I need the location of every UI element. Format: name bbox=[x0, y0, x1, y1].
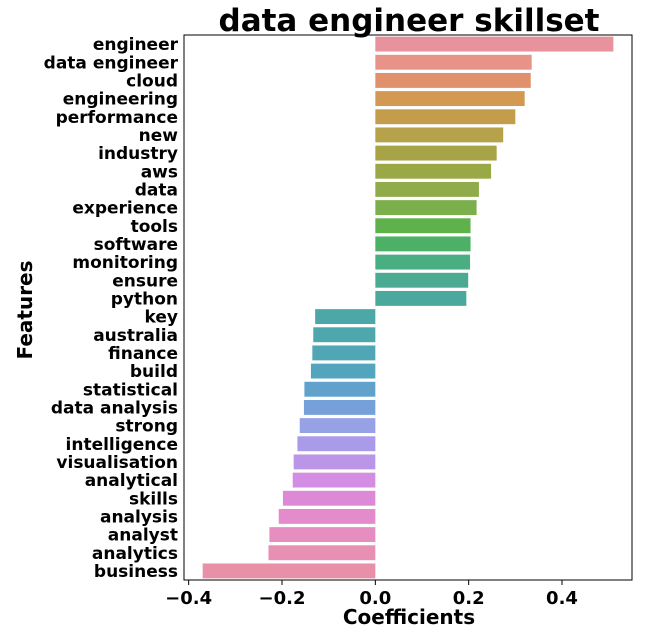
category-label: data engineer bbox=[44, 53, 179, 73]
bar bbox=[375, 272, 469, 288]
category-label: data analysis bbox=[51, 398, 178, 418]
category-label: finance bbox=[108, 344, 178, 364]
bar bbox=[299, 418, 376, 434]
category-label: industry bbox=[98, 144, 178, 164]
bar bbox=[310, 363, 376, 379]
plot-frame bbox=[183, 34, 633, 581]
category-label: ensure bbox=[112, 271, 178, 291]
category-label: performance bbox=[56, 108, 178, 128]
bar bbox=[375, 218, 471, 234]
bar bbox=[268, 545, 376, 561]
category-label: key bbox=[145, 308, 178, 328]
category-label: software bbox=[94, 235, 178, 255]
category-label: analytics bbox=[92, 544, 178, 564]
category-label: new bbox=[139, 126, 179, 146]
bar bbox=[313, 327, 376, 343]
bar bbox=[304, 381, 376, 397]
x-tick-label: 0.4 bbox=[546, 588, 578, 609]
category-label: australia bbox=[93, 326, 178, 346]
chart-title: data engineer skillset bbox=[219, 3, 600, 39]
category-label: monitoring bbox=[72, 253, 178, 273]
bar bbox=[375, 109, 516, 125]
bar bbox=[202, 563, 376, 579]
x-tick-label: −0.2 bbox=[259, 588, 306, 609]
bar bbox=[375, 127, 504, 143]
category-label: analysis bbox=[100, 507, 178, 527]
category-label: cloud bbox=[126, 71, 178, 91]
category-label: intelligence bbox=[66, 435, 178, 455]
bar bbox=[297, 436, 376, 452]
bar bbox=[312, 345, 376, 361]
bar bbox=[375, 36, 614, 52]
category-label: engineer bbox=[93, 35, 179, 55]
bar bbox=[375, 254, 471, 270]
category-label: business bbox=[94, 562, 178, 582]
category-label: visualisation bbox=[56, 453, 178, 473]
bar bbox=[375, 72, 531, 88]
bar bbox=[375, 290, 467, 306]
bar bbox=[293, 454, 376, 470]
bar bbox=[375, 54, 532, 70]
bar bbox=[269, 527, 376, 543]
bars-group bbox=[202, 36, 614, 579]
bar bbox=[303, 399, 376, 415]
x-tick-label: −0.4 bbox=[165, 588, 212, 609]
bar bbox=[375, 236, 471, 252]
category-label: analyst bbox=[108, 526, 178, 546]
category-label: strong bbox=[115, 417, 178, 437]
category-label: tools bbox=[131, 217, 178, 237]
bar bbox=[375, 91, 525, 107]
y-axis-label: Features bbox=[13, 260, 37, 359]
category-label: analytical bbox=[85, 471, 178, 491]
category-label: data bbox=[135, 180, 178, 200]
category-label: skills bbox=[129, 489, 178, 509]
bar bbox=[375, 145, 497, 161]
x-tick-label: 0.0 bbox=[359, 588, 391, 609]
x-axis-label: Coefficients bbox=[343, 605, 475, 629]
bar bbox=[278, 508, 376, 524]
x-tick-label: 0.2 bbox=[453, 588, 485, 609]
category-label: build bbox=[130, 362, 178, 382]
x-axis-ticks: −0.4 −0.2 0.0 0.2 0.4 bbox=[165, 580, 578, 609]
category-label: experience bbox=[72, 199, 178, 219]
bar bbox=[282, 490, 376, 506]
category-label: statistical bbox=[83, 380, 178, 400]
category-label: aws bbox=[141, 162, 178, 182]
category-label: engineering bbox=[63, 90, 178, 110]
bar bbox=[375, 181, 479, 197]
bar bbox=[292, 472, 376, 488]
bar bbox=[375, 163, 492, 179]
bar bbox=[375, 200, 477, 216]
bar bbox=[315, 309, 376, 325]
category-label: python bbox=[111, 289, 178, 309]
